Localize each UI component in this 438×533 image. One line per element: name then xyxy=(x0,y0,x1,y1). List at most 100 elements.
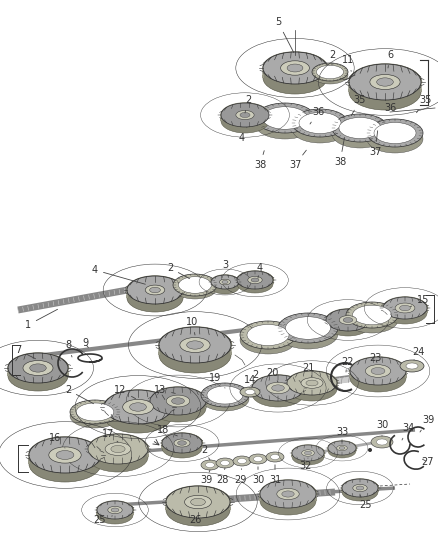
Ellipse shape xyxy=(248,277,262,284)
Text: 25: 25 xyxy=(359,495,371,510)
Text: 32: 32 xyxy=(299,458,311,471)
Text: 6: 6 xyxy=(387,50,393,68)
Text: 29: 29 xyxy=(234,469,246,485)
Ellipse shape xyxy=(356,486,364,490)
Polygon shape xyxy=(97,501,133,515)
Ellipse shape xyxy=(201,460,219,470)
Ellipse shape xyxy=(49,447,81,463)
Ellipse shape xyxy=(317,65,343,79)
Text: 30: 30 xyxy=(376,420,388,436)
Ellipse shape xyxy=(353,305,392,325)
Ellipse shape xyxy=(240,112,250,117)
Ellipse shape xyxy=(245,390,255,394)
Text: 38: 38 xyxy=(334,138,346,167)
Ellipse shape xyxy=(254,456,262,462)
Ellipse shape xyxy=(287,64,303,72)
Ellipse shape xyxy=(111,508,119,512)
Ellipse shape xyxy=(207,386,243,404)
Ellipse shape xyxy=(8,353,68,383)
Ellipse shape xyxy=(159,327,231,363)
Ellipse shape xyxy=(342,483,378,501)
Text: 3: 3 xyxy=(222,260,228,276)
Text: 34: 34 xyxy=(402,423,414,440)
Text: 2: 2 xyxy=(167,263,190,279)
Ellipse shape xyxy=(260,480,316,508)
Polygon shape xyxy=(260,480,316,501)
Ellipse shape xyxy=(306,380,318,386)
Ellipse shape xyxy=(368,448,372,452)
Ellipse shape xyxy=(383,302,427,324)
Text: 35: 35 xyxy=(417,95,431,112)
Text: 2: 2 xyxy=(245,95,251,113)
Ellipse shape xyxy=(292,445,324,461)
Polygon shape xyxy=(8,353,68,376)
Polygon shape xyxy=(29,437,101,464)
Ellipse shape xyxy=(346,302,398,328)
Ellipse shape xyxy=(328,441,356,455)
Text: 12: 12 xyxy=(114,385,136,399)
Ellipse shape xyxy=(263,52,327,84)
Ellipse shape xyxy=(236,110,254,119)
Ellipse shape xyxy=(252,375,304,401)
Ellipse shape xyxy=(162,433,202,453)
Text: 27: 27 xyxy=(422,457,434,467)
Ellipse shape xyxy=(395,303,415,313)
Ellipse shape xyxy=(166,395,190,407)
Text: 35: 35 xyxy=(351,95,366,116)
Ellipse shape xyxy=(301,378,323,388)
Ellipse shape xyxy=(271,455,279,459)
Text: 2: 2 xyxy=(201,445,210,460)
Ellipse shape xyxy=(277,488,299,499)
Ellipse shape xyxy=(312,63,348,81)
Ellipse shape xyxy=(104,390,172,424)
Ellipse shape xyxy=(292,115,348,143)
Ellipse shape xyxy=(367,119,423,147)
Ellipse shape xyxy=(350,364,406,392)
Ellipse shape xyxy=(299,112,341,133)
Ellipse shape xyxy=(343,318,353,322)
Ellipse shape xyxy=(150,394,206,422)
Ellipse shape xyxy=(255,109,315,139)
Ellipse shape xyxy=(145,285,165,295)
Ellipse shape xyxy=(127,284,183,312)
Ellipse shape xyxy=(371,436,393,448)
Ellipse shape xyxy=(191,498,205,506)
Ellipse shape xyxy=(249,454,267,464)
Ellipse shape xyxy=(111,446,125,453)
Text: 17: 17 xyxy=(102,429,118,442)
Ellipse shape xyxy=(326,314,370,336)
Ellipse shape xyxy=(220,461,230,465)
Ellipse shape xyxy=(97,501,133,519)
Text: 2: 2 xyxy=(65,385,94,403)
Polygon shape xyxy=(292,445,324,457)
Polygon shape xyxy=(104,390,172,416)
Ellipse shape xyxy=(272,385,284,391)
Text: 2: 2 xyxy=(252,370,258,386)
Ellipse shape xyxy=(346,307,398,333)
Ellipse shape xyxy=(222,280,228,284)
Text: 8: 8 xyxy=(65,340,72,357)
Ellipse shape xyxy=(233,456,251,466)
Text: 22: 22 xyxy=(341,357,353,372)
Ellipse shape xyxy=(211,280,239,294)
Ellipse shape xyxy=(240,387,260,397)
Polygon shape xyxy=(328,441,356,451)
Ellipse shape xyxy=(166,486,230,518)
Ellipse shape xyxy=(201,383,249,407)
Polygon shape xyxy=(263,52,327,78)
Text: 16: 16 xyxy=(49,433,65,448)
Ellipse shape xyxy=(162,438,202,458)
Polygon shape xyxy=(349,64,421,92)
Ellipse shape xyxy=(97,506,133,524)
Ellipse shape xyxy=(240,321,296,349)
Ellipse shape xyxy=(266,452,284,462)
Polygon shape xyxy=(211,275,239,287)
Ellipse shape xyxy=(150,287,160,293)
Text: 24: 24 xyxy=(412,347,424,360)
Text: 4: 4 xyxy=(239,127,247,143)
Text: 37: 37 xyxy=(369,131,381,157)
Ellipse shape xyxy=(342,479,378,497)
Ellipse shape xyxy=(365,365,391,377)
Text: 10: 10 xyxy=(186,317,198,335)
Ellipse shape xyxy=(221,103,269,127)
